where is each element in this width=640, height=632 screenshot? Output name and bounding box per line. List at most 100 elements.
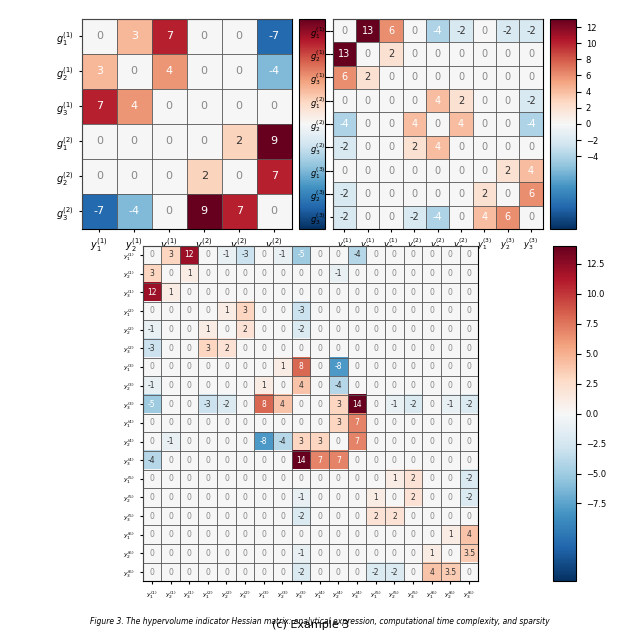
Text: 0: 0	[317, 288, 322, 297]
Text: 1: 1	[187, 269, 191, 278]
Text: 0: 0	[528, 212, 534, 222]
Text: 0: 0	[528, 72, 534, 82]
Text: 0: 0	[243, 344, 248, 353]
Text: 0: 0	[429, 512, 434, 521]
Text: 0: 0	[201, 66, 208, 76]
Text: 0: 0	[481, 166, 488, 176]
Text: -4: -4	[278, 437, 286, 446]
Text: 0: 0	[236, 32, 243, 42]
Text: 3.5: 3.5	[444, 568, 456, 576]
Text: 0: 0	[448, 512, 452, 521]
Text: 0: 0	[280, 549, 285, 558]
Text: 0: 0	[373, 362, 378, 372]
Text: 0: 0	[392, 344, 397, 353]
Text: 0: 0	[467, 288, 472, 297]
Text: 0: 0	[341, 95, 348, 106]
Text: 0: 0	[224, 568, 229, 576]
Text: 0: 0	[467, 568, 472, 576]
Text: -1: -1	[167, 437, 174, 446]
Text: 0: 0	[224, 325, 229, 334]
Text: 0: 0	[365, 166, 371, 176]
Text: 0: 0	[205, 568, 211, 576]
Text: 0: 0	[467, 250, 472, 260]
Text: 0: 0	[373, 381, 378, 390]
Text: -4: -4	[148, 456, 156, 465]
Text: 0: 0	[201, 32, 208, 42]
Text: 0: 0	[168, 344, 173, 353]
Text: 0: 0	[336, 493, 341, 502]
Text: 0: 0	[205, 475, 211, 483]
Text: -2: -2	[390, 568, 398, 576]
Text: 4: 4	[467, 530, 472, 539]
Text: 0: 0	[336, 549, 341, 558]
Text: -2: -2	[526, 95, 536, 106]
Text: 0: 0	[467, 512, 472, 521]
Text: 0: 0	[317, 362, 322, 372]
Text: 0: 0	[373, 530, 378, 539]
Text: 0: 0	[412, 49, 417, 59]
Text: 0: 0	[411, 530, 415, 539]
Text: 1: 1	[224, 307, 229, 315]
Text: 0: 0	[205, 250, 211, 260]
Text: 0: 0	[528, 49, 534, 59]
Text: 0: 0	[412, 26, 417, 35]
Text: 9: 9	[271, 137, 278, 147]
Text: 0: 0	[411, 456, 415, 465]
Text: 2: 2	[411, 493, 415, 502]
Text: 0: 0	[392, 381, 397, 390]
Text: 0: 0	[168, 530, 173, 539]
Text: 4: 4	[412, 119, 417, 129]
Text: 0: 0	[261, 288, 266, 297]
Text: -4: -4	[433, 212, 442, 222]
Text: 0: 0	[299, 344, 303, 353]
Text: 4: 4	[435, 142, 441, 152]
Text: 0: 0	[373, 399, 378, 409]
Text: 0: 0	[224, 288, 229, 297]
Text: 0: 0	[411, 549, 415, 558]
Text: 0: 0	[388, 119, 394, 129]
Text: 0: 0	[243, 288, 248, 297]
Text: 0: 0	[261, 456, 266, 465]
Text: 3: 3	[149, 269, 154, 278]
Text: 2: 2	[224, 344, 229, 353]
Text: 0: 0	[236, 171, 243, 181]
Text: 2: 2	[236, 137, 243, 147]
Text: 0: 0	[205, 549, 211, 558]
Text: 0: 0	[224, 269, 229, 278]
Text: 2: 2	[388, 49, 394, 59]
Text: 7: 7	[317, 456, 322, 465]
Text: 7: 7	[355, 437, 360, 446]
Text: 0: 0	[411, 307, 415, 315]
Text: 0: 0	[458, 72, 464, 82]
Text: 0: 0	[187, 418, 191, 427]
Text: 0: 0	[373, 437, 378, 446]
Text: 0: 0	[481, 26, 488, 35]
Text: 0: 0	[261, 344, 266, 353]
Text: 0: 0	[373, 344, 378, 353]
Text: 0: 0	[149, 475, 154, 483]
Text: 0: 0	[280, 530, 285, 539]
Text: -4: -4	[269, 66, 280, 76]
Text: 7: 7	[236, 207, 243, 216]
Text: 0: 0	[435, 72, 441, 82]
Text: 0: 0	[392, 307, 397, 315]
Text: 0: 0	[448, 288, 452, 297]
Text: 2: 2	[504, 166, 511, 176]
Text: 0: 0	[365, 212, 371, 222]
Text: 0: 0	[168, 381, 173, 390]
Text: 0: 0	[429, 530, 434, 539]
Text: 0: 0	[341, 26, 348, 35]
Text: 0: 0	[467, 381, 472, 390]
Text: 0: 0	[429, 288, 434, 297]
Text: 0: 0	[205, 512, 211, 521]
Text: 0: 0	[355, 475, 360, 483]
Text: 0: 0	[168, 325, 173, 334]
Text: 0: 0	[224, 437, 229, 446]
Text: 0: 0	[205, 493, 211, 502]
Text: -1: -1	[148, 381, 156, 390]
Text: 0: 0	[412, 166, 417, 176]
Text: 0: 0	[429, 399, 434, 409]
Text: 0: 0	[448, 437, 452, 446]
Text: 0: 0	[299, 418, 303, 427]
Text: 0: 0	[481, 49, 488, 59]
